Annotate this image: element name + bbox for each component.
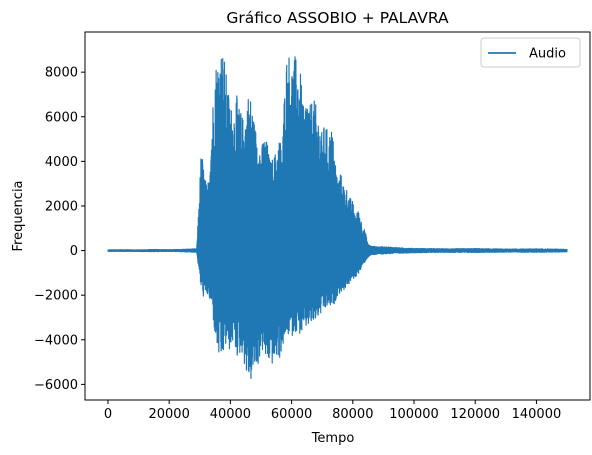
y-tick-label: −6000 [34, 378, 78, 393]
x-tick-label: 100000 [389, 407, 439, 422]
x-tick-label: 80000 [332, 407, 373, 422]
axes-frame [84, 31, 591, 401]
chart-title: Gráfico ASSOBIO + PALAVRA [226, 9, 449, 27]
x-tick-label: 0 [104, 407, 112, 422]
y-tick-label: 2000 [45, 199, 78, 214]
x-tick-label: 60000 [271, 407, 312, 422]
y-tick-label: 6000 [45, 110, 78, 125]
x-tick-label: 120000 [450, 407, 500, 422]
x-tick-label: 20000 [148, 407, 189, 422]
y-axis: −6000 −4000 −2000 0 2000 4000 6000 8000 [34, 66, 85, 393]
x-tick-label: 140000 [512, 407, 562, 422]
y-tick-label: −4000 [34, 333, 78, 348]
y-axis-label: Frequencia [11, 180, 26, 251]
series-line-audio [107, 56, 568, 379]
y-tick-label: 8000 [45, 66, 78, 81]
legend: Audio [480, 37, 581, 68]
x-tick-label: 40000 [210, 407, 251, 422]
y-tick-label: 4000 [45, 155, 78, 170]
x-axis: 0 20000 40000 60000 80000 100000 120000 140000 [104, 400, 561, 422]
y-tick-label: 0 [70, 244, 78, 259]
series-layer [107, 56, 568, 379]
x-axis-label: Tempo [311, 431, 355, 446]
y-tick-label: −2000 [34, 289, 78, 304]
legend-label-audio: Audio [529, 47, 566, 62]
plot-area [84, 31, 591, 401]
legend-box [480, 37, 581, 68]
